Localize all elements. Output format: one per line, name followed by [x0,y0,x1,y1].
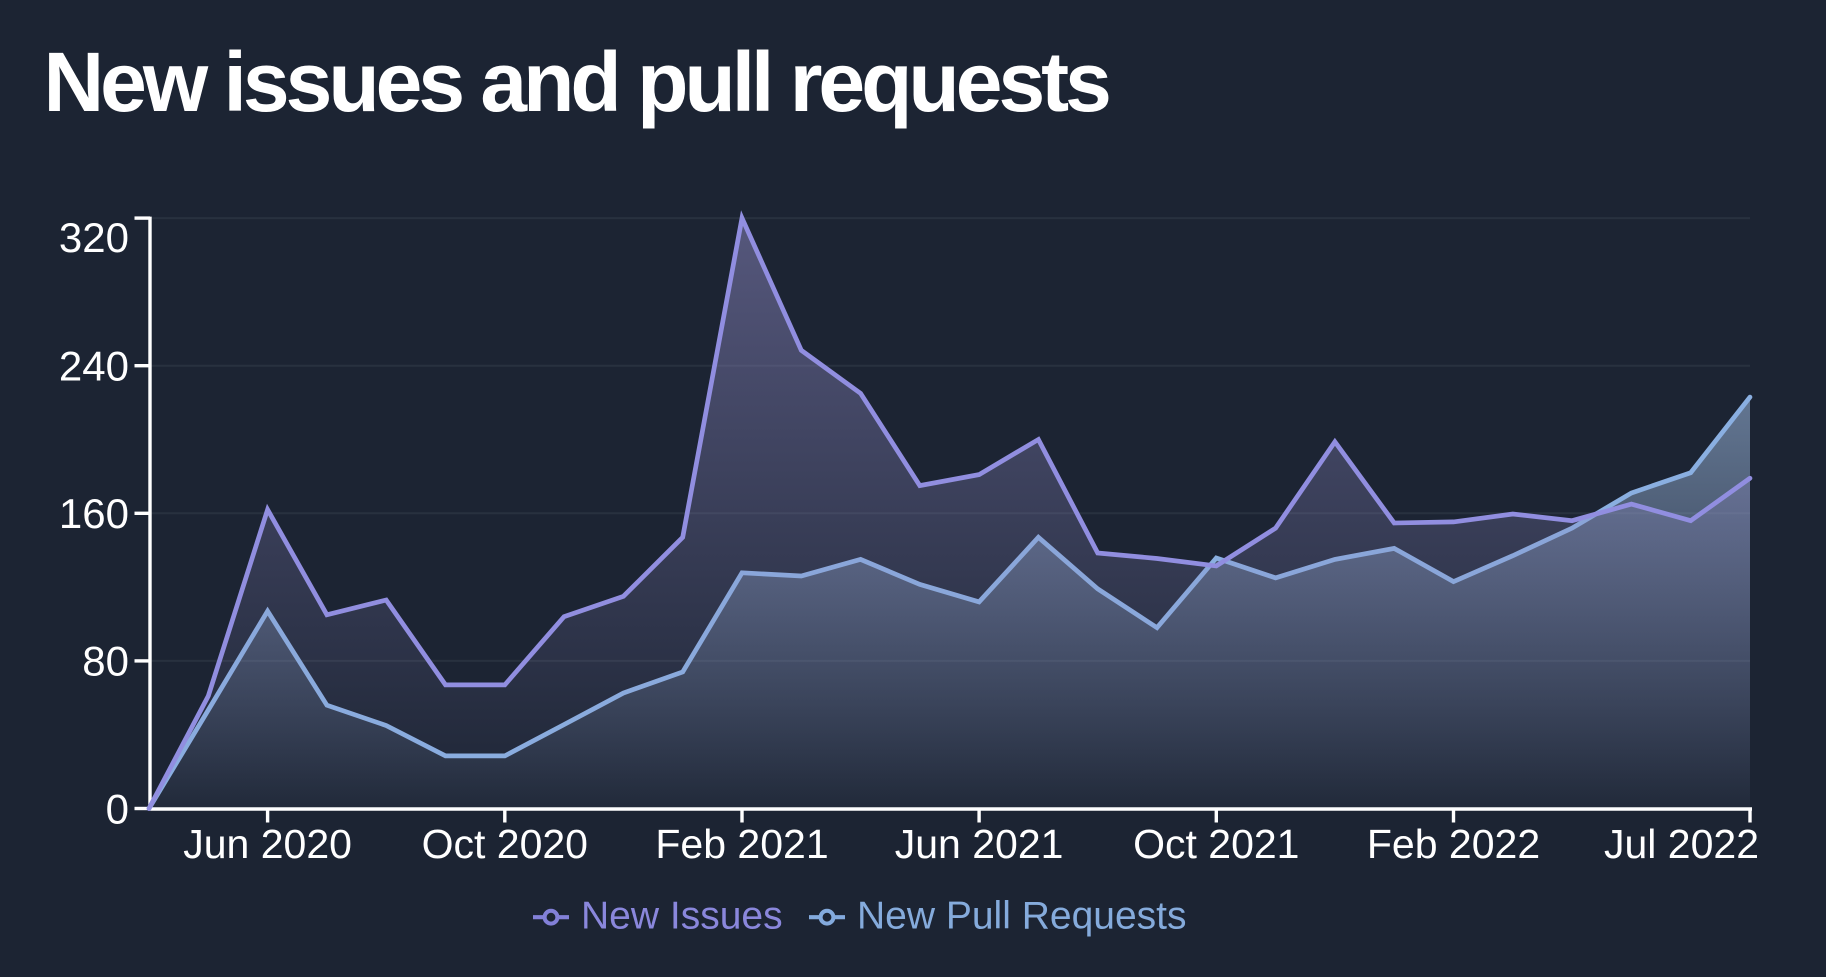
svg-text:Jun 2020: Jun 2020 [183,821,352,867]
svg-text:Jun 2021: Jun 2021 [895,821,1064,867]
svg-text:Oct 2020: Oct 2020 [422,821,588,867]
svg-text:New issues and pull requests: New issues and pull requests [44,35,1110,129]
svg-text:Feb 2022: Feb 2022 [1367,821,1540,867]
svg-text:0: 0 [106,785,129,832]
svg-text:160: 160 [59,490,129,537]
svg-text:240: 240 [59,343,129,390]
svg-text:320: 320 [59,214,129,261]
svg-text:Oct 2021: Oct 2021 [1133,821,1299,867]
svg-text:New Pull Requests: New Pull Requests [857,895,1186,938]
svg-text:80: 80 [82,638,129,685]
svg-text:Feb 2021: Feb 2021 [655,821,828,867]
svg-text:Jul 2022: Jul 2022 [1604,821,1759,867]
svg-text:New Issues: New Issues [581,895,783,938]
